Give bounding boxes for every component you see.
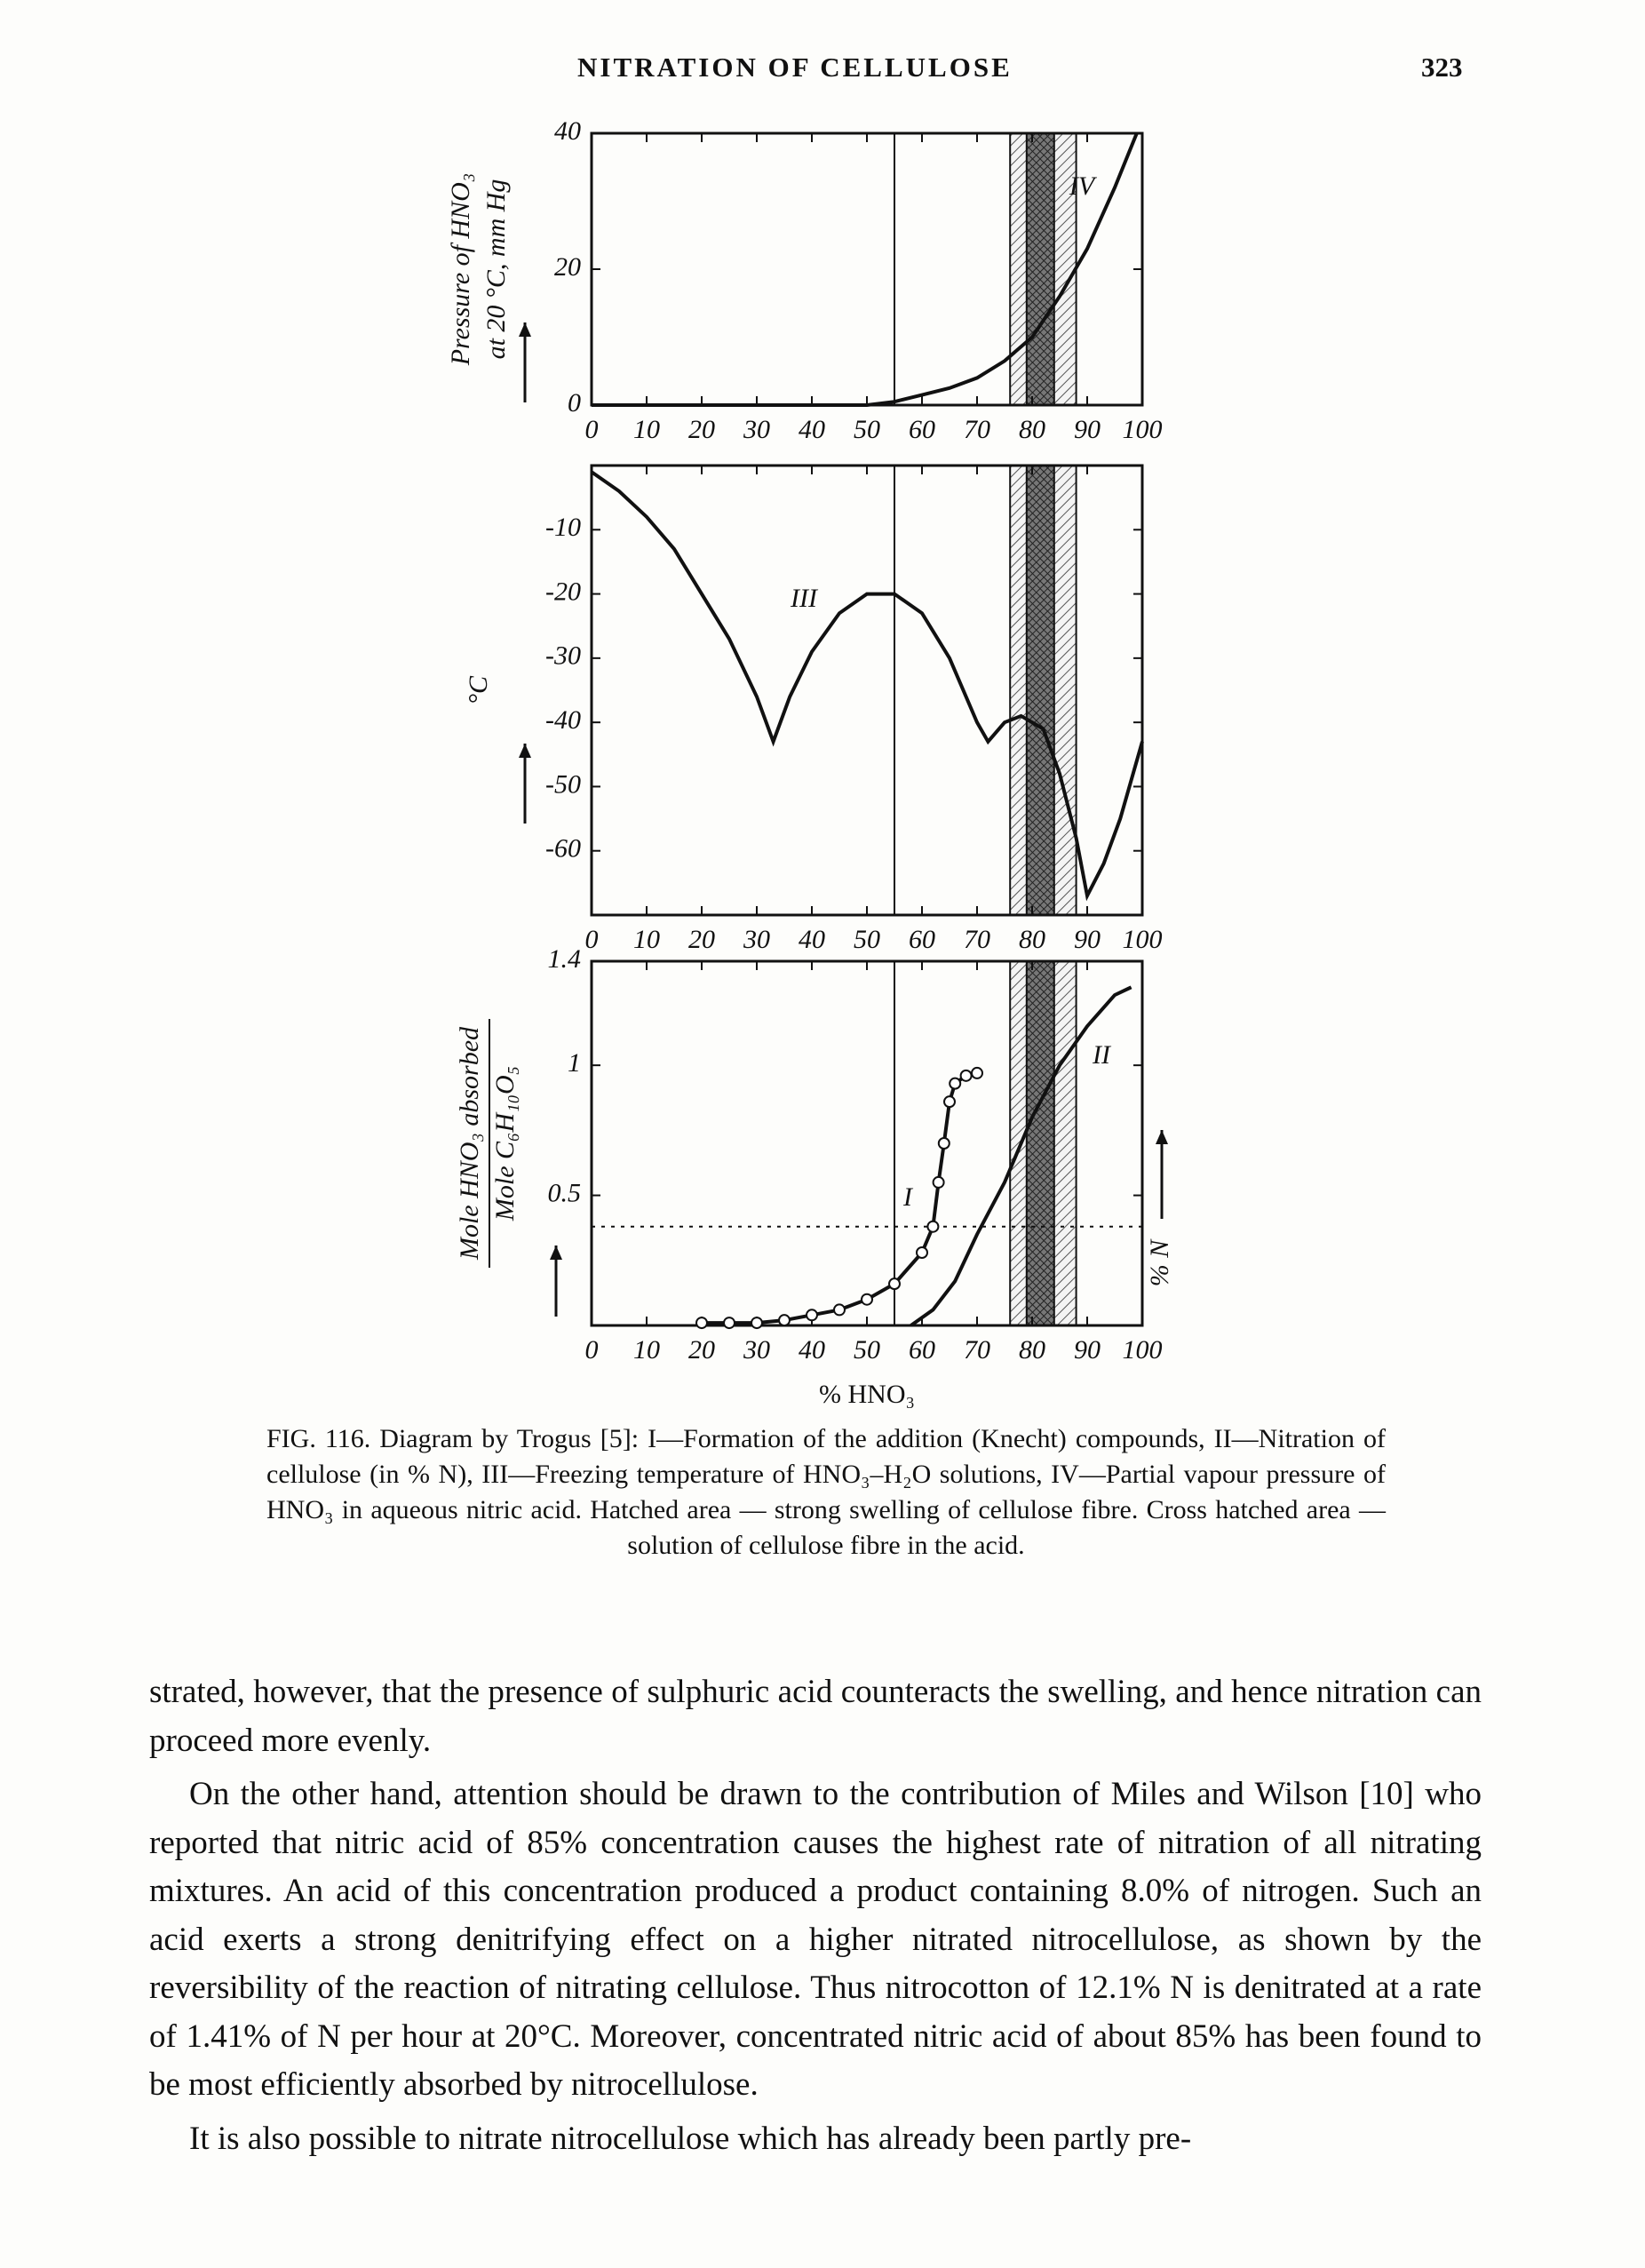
y-axis-label: °C — [464, 675, 493, 704]
x-tick-label: 0 — [585, 415, 599, 444]
region-cross-hatched — [1025, 465, 1055, 916]
x-tick-label: 80 — [1019, 1335, 1045, 1365]
arrow-head — [519, 322, 531, 337]
x-tick-label: 40 — [799, 415, 825, 444]
y-tick-label: -40 — [545, 705, 581, 735]
data-point — [949, 1077, 962, 1090]
x-tick-label: 30 — [743, 1335, 770, 1365]
y-axis-label-denominator: Mole C₆H₁₀O₅ — [490, 1066, 520, 1222]
y-tick-label: 20 — [554, 252, 581, 282]
x-tick-label: 90 — [1074, 925, 1101, 954]
y-tick-label: -30 — [545, 641, 581, 671]
arrow-head — [550, 1245, 562, 1260]
x-tick-label: 50 — [854, 1335, 880, 1365]
y-tick-label: 0 — [568, 388, 581, 418]
x-tick-label: 0 — [585, 925, 599, 954]
y-tick-label: 0.5 — [548, 1178, 582, 1207]
data-point — [959, 1069, 973, 1082]
series-label: III — [790, 584, 819, 613]
data-line — [590, 470, 1144, 902]
y-axis-label-numerator: Mole HNO₃ absorbed — [455, 1026, 484, 1261]
x-tick-label: 90 — [1074, 1335, 1101, 1365]
data-point — [833, 1303, 846, 1317]
data-line — [702, 1070, 978, 1325]
x-tick-label: 20 — [688, 415, 715, 444]
paragraph: It is also possible to nitrate nitrocell… — [189, 2120, 1192, 2157]
x-tick-label: 40 — [799, 1335, 825, 1365]
arrow-head — [519, 744, 531, 758]
x-tick-label: 50 — [854, 415, 880, 444]
x-tick-label: 60 — [909, 925, 935, 954]
data-point — [695, 1317, 708, 1330]
data-point — [916, 1246, 928, 1259]
y-tick-label: 1.4 — [548, 944, 582, 974]
paragraph: On the other hand, attention should be d… — [149, 1776, 1482, 2103]
x-tick-label: 50 — [854, 925, 880, 954]
y2-axis-label: % N — [1145, 1238, 1174, 1286]
x-tick-label: 80 — [1019, 415, 1045, 444]
x-tick-label: 80 — [1019, 925, 1045, 954]
x-tick-label: 100 — [1123, 415, 1163, 444]
y-tick-label: 40 — [554, 116, 581, 146]
x-tick-label: 10 — [633, 925, 660, 954]
series-label: I — [902, 1182, 914, 1212]
x-tick-label: 100 — [1123, 1335, 1163, 1365]
x-tick-label: 40 — [799, 925, 825, 954]
y-tick-label: -50 — [545, 769, 581, 799]
y-tick-label: -20 — [545, 577, 581, 606]
data-line — [910, 985, 1132, 1327]
x-tick-label: 70 — [964, 925, 990, 954]
x-tick-label: 20 — [688, 1335, 715, 1365]
x-axis-label: % HNO₃ — [819, 1380, 915, 1409]
series-label: IV — [1069, 171, 1098, 201]
x-tick-label: 60 — [909, 415, 935, 444]
series-label: II — [1092, 1040, 1112, 1070]
region-cross-hatched — [1025, 960, 1055, 1326]
body-text: strated, however, that the presence of s… — [149, 1668, 1482, 2169]
figure-caption: FIG. 116. Diagram by Trogus [5]: I—Forma… — [266, 1424, 1386, 1560]
data-point — [888, 1277, 901, 1291]
data-point — [723, 1317, 735, 1330]
x-tick-label: 90 — [1074, 415, 1101, 444]
y-tick-label: -10 — [545, 513, 581, 542]
y-tick-label: -60 — [545, 834, 581, 863]
x-tick-label: 70 — [964, 1335, 990, 1365]
data-line — [592, 132, 1139, 407]
page-number: 323 — [1421, 52, 1463, 83]
x-tick-label: 100 — [1123, 925, 1163, 954]
data-point — [778, 1314, 791, 1327]
data-point — [932, 1175, 945, 1189]
y-axis-label: at 20 °C, mm Hg — [481, 179, 511, 360]
data-point — [971, 1066, 983, 1079]
x-tick-label: 10 — [633, 415, 660, 444]
running-title: NITRATION OF CELLULOSE — [577, 52, 1013, 83]
data-point — [806, 1309, 818, 1322]
x-tick-label: 30 — [743, 925, 770, 954]
y-axis-label: Pressure of HNO₃ — [446, 173, 475, 367]
data-point — [943, 1095, 956, 1109]
x-tick-label: 30 — [743, 415, 770, 444]
arrow-head — [1156, 1130, 1168, 1144]
data-point — [937, 1137, 950, 1150]
paragraph: strated, however, that the presence of s… — [149, 1674, 1482, 1759]
region-cross-hatched — [1025, 132, 1055, 406]
x-tick-label: 70 — [964, 415, 990, 444]
data-point — [751, 1317, 763, 1330]
x-tick-label: 60 — [909, 1335, 935, 1365]
x-tick-label: 10 — [633, 1335, 660, 1365]
x-tick-label: 20 — [688, 925, 715, 954]
data-point — [861, 1293, 873, 1306]
data-point — [926, 1220, 940, 1233]
x-tick-label: 0 — [585, 1335, 599, 1365]
y-tick-label: 1 — [568, 1048, 581, 1078]
